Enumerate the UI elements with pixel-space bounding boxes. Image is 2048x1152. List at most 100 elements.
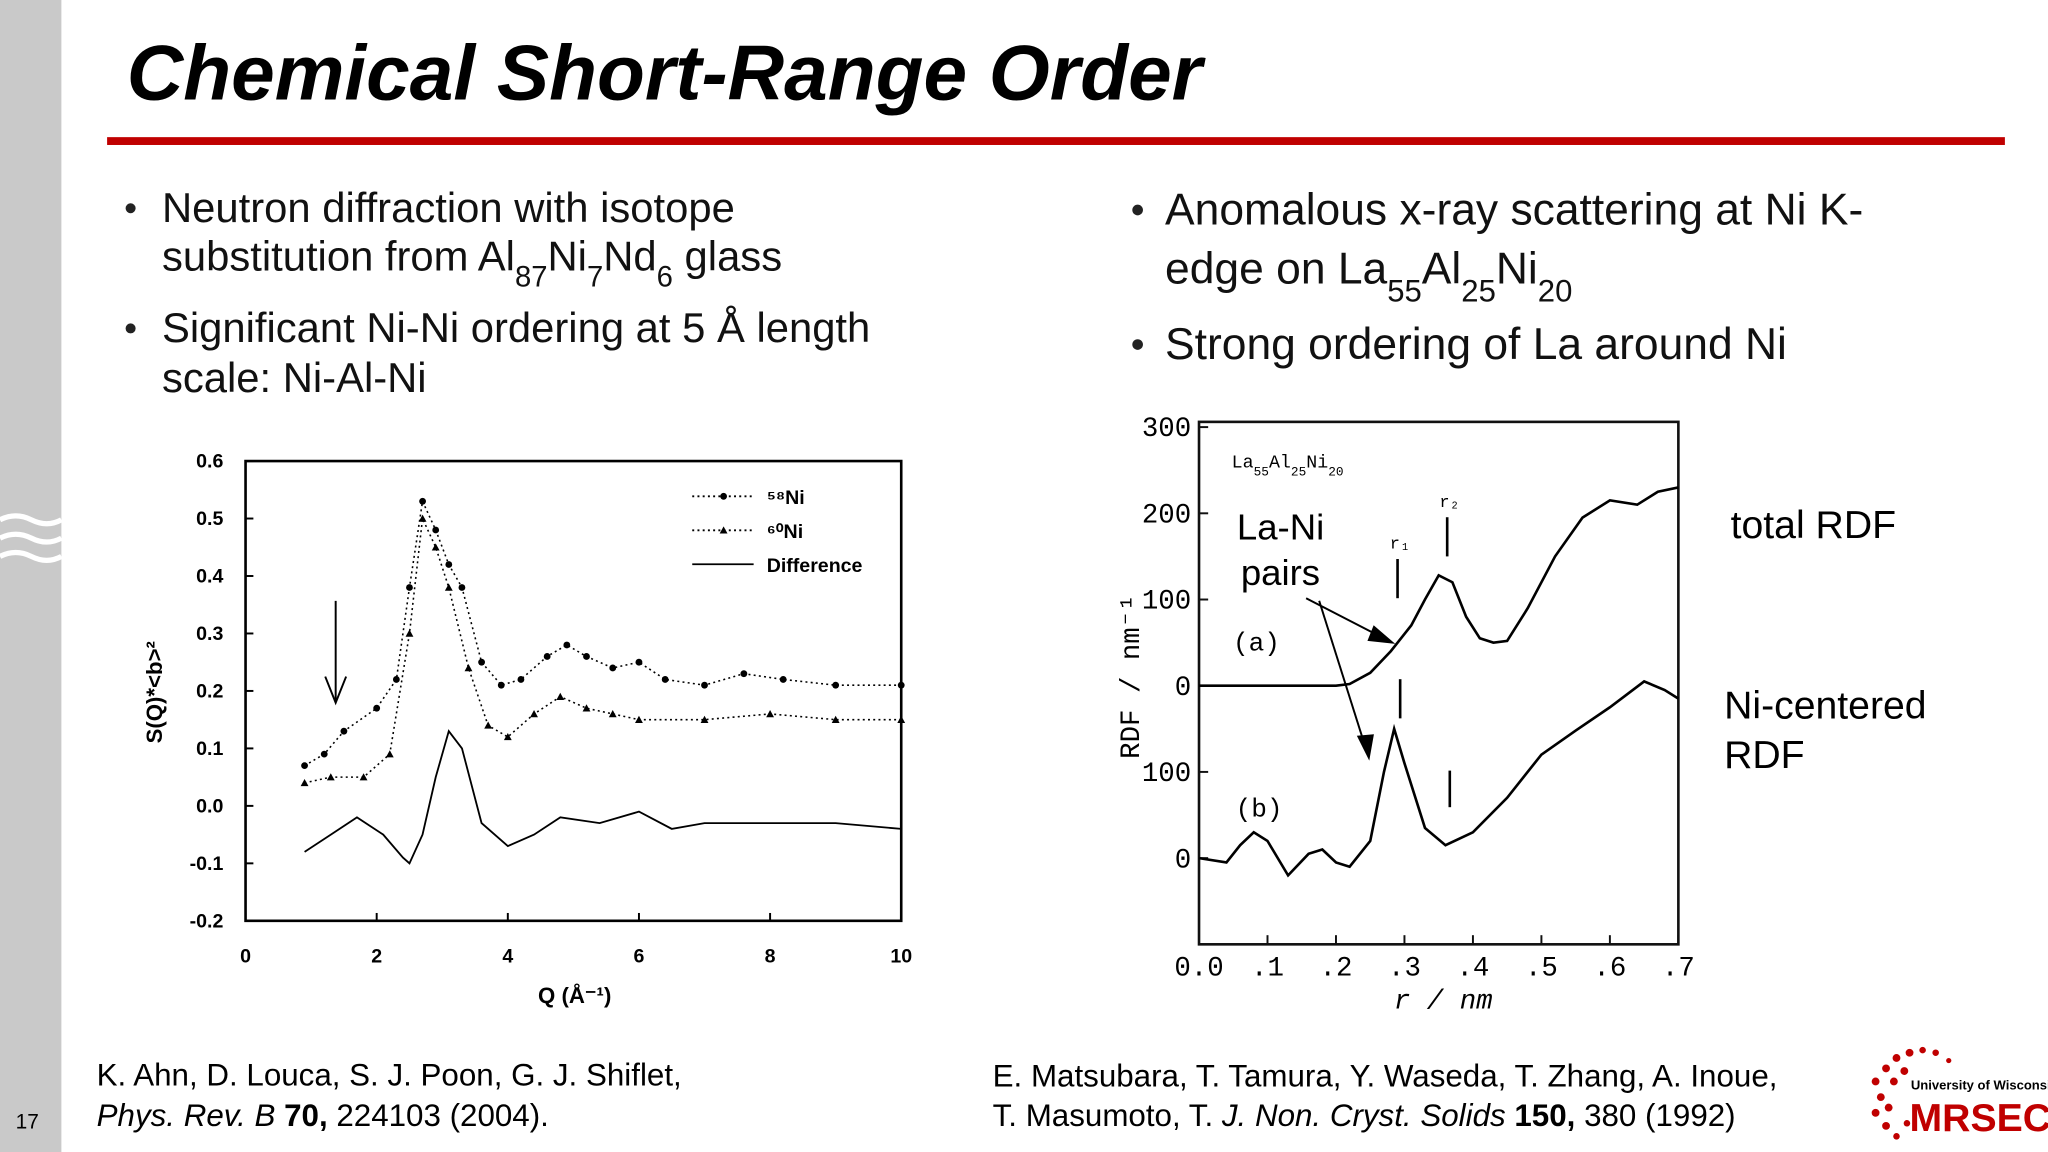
marker xyxy=(484,721,493,729)
logo-dots xyxy=(1871,1046,1952,1140)
y-tick-label: -0.2 xyxy=(190,910,224,932)
text-run: Neutron diffraction with isotope xyxy=(162,184,735,231)
marker xyxy=(609,664,617,672)
marker xyxy=(779,676,787,683)
legend-label: ⁵⁸Ni xyxy=(767,487,805,509)
text-run-sub: 6 xyxy=(657,261,673,293)
series-line xyxy=(304,729,902,865)
marker xyxy=(385,750,394,758)
slide-number: 17 xyxy=(16,1110,39,1133)
text-run-sub: 25 xyxy=(1291,464,1306,479)
marker xyxy=(405,629,414,637)
text-run-i: Phys. Rev. B xyxy=(97,1098,276,1133)
annotation: (b) xyxy=(1236,794,1283,824)
y-axis-label: S(Q)*<b>² xyxy=(142,641,167,743)
rdf-line xyxy=(1198,679,1680,878)
legend-label: ⁶⁰Ni xyxy=(767,521,803,543)
marker xyxy=(897,681,905,689)
marker xyxy=(418,514,427,522)
text-run: substitution from Al xyxy=(162,232,515,279)
bullet-text: edge on La55Al25Ni20 xyxy=(1165,244,1572,308)
marker xyxy=(431,543,440,551)
x-tick-label: 0 xyxy=(240,946,251,968)
text-run-b: 150, xyxy=(1506,1098,1576,1133)
bullet-text: Strong ordering of La around Ni xyxy=(1165,320,1787,369)
text-run: edge on La xyxy=(1165,244,1387,293)
legend-marker xyxy=(719,526,728,534)
y-tick-label: 200 xyxy=(1142,500,1191,531)
text-run: Significant Ni-Ni ordering at 5 Å length xyxy=(162,304,870,351)
annotation: (a) xyxy=(1233,628,1280,658)
callout: total RDF xyxy=(1731,504,1896,547)
bullet-dot xyxy=(1132,204,1143,216)
y-tick-label: 300 xyxy=(1142,414,1191,445)
marker xyxy=(608,710,617,718)
marker xyxy=(464,664,473,672)
marker xyxy=(635,658,643,666)
y-axis-label: RDF / nm⁻¹ xyxy=(1117,594,1148,759)
text-run-sub: 87 xyxy=(515,261,548,293)
y-tick-label: 100 xyxy=(1142,587,1191,618)
marker xyxy=(556,692,565,700)
marker xyxy=(543,653,551,660)
bullet-dot xyxy=(125,323,136,334)
text-run: La xyxy=(1232,454,1254,474)
text-run-sub: 25 xyxy=(1461,273,1496,308)
citation: Phys. Rev. B 70, 224103 (2004). xyxy=(97,1098,549,1133)
text-run-sub: 55 xyxy=(1387,273,1422,308)
marker xyxy=(897,715,906,723)
text-run: Ni xyxy=(1496,244,1538,293)
marker xyxy=(320,750,328,758)
text-run: T. Masumoto, T. xyxy=(993,1098,1222,1133)
marker xyxy=(503,732,512,741)
marker xyxy=(478,658,485,666)
callout-arrows xyxy=(1305,597,1396,761)
x-tick-label: 8 xyxy=(765,946,776,968)
text-run: glass xyxy=(673,232,782,279)
logo-top: University of Wisconsin xyxy=(1911,1077,2048,1092)
citation: K. Ahn, D. Louca, S. J. Poon, G. J. Shif… xyxy=(97,1057,682,1092)
text-run-sub: 20 xyxy=(1538,273,1573,308)
x-tick-label: .2 xyxy=(1320,954,1353,985)
y-tick-label: 0.2 xyxy=(196,680,223,702)
marker xyxy=(635,715,643,723)
title-rule xyxy=(107,137,2005,145)
x-tick-label: 2 xyxy=(371,946,382,968)
marker xyxy=(831,715,840,723)
marker xyxy=(445,561,453,568)
text-run-sub: 55 xyxy=(1254,464,1269,479)
x-axis-label: Q (Å⁻¹) xyxy=(538,982,611,1008)
legend-label: Difference xyxy=(767,555,863,577)
marker xyxy=(582,704,591,712)
text-run-sub: 20 xyxy=(1328,464,1343,479)
marker xyxy=(517,676,525,683)
marker xyxy=(661,676,669,683)
y-tick-label: 0.3 xyxy=(196,623,223,645)
annotation: r₁ xyxy=(1390,536,1410,555)
x-tick-label: .4 xyxy=(1456,954,1489,985)
x-tick-label: 6 xyxy=(634,946,645,968)
callout: RDF xyxy=(1724,734,1805,777)
text-run-i: J. Non. Cryst. Solids xyxy=(1221,1098,1506,1133)
marker xyxy=(419,497,426,505)
text-run: K. Ahn, D. Louca, S. J. Poon, G. J. Shif… xyxy=(97,1057,682,1092)
marker xyxy=(373,704,381,712)
x-tick-label: .1 xyxy=(1251,954,1284,985)
marker xyxy=(444,583,453,591)
y-tick-label: -0.1 xyxy=(190,853,224,875)
y-tick-label: 100 xyxy=(1142,759,1191,790)
y-tick-label: 0 xyxy=(1175,845,1191,876)
bullet-dot xyxy=(1132,339,1143,350)
y-tick-label: 0.6 xyxy=(196,451,223,473)
bullet-text: Anomalous x-ray scattering at Ni K- xyxy=(1165,186,1863,235)
bullet-text: substitution from Al87Ni7Nd6 glass xyxy=(162,232,782,293)
marker xyxy=(497,681,505,689)
inset-label: La55Al25Ni20 xyxy=(1232,454,1344,480)
text-run: 224103 (2004). xyxy=(328,1098,549,1133)
y-tick-label: 0.0 xyxy=(196,795,223,817)
x-tick-label: .5 xyxy=(1525,954,1558,985)
marker xyxy=(700,715,709,723)
side-waves xyxy=(0,513,63,563)
marker xyxy=(583,653,590,660)
